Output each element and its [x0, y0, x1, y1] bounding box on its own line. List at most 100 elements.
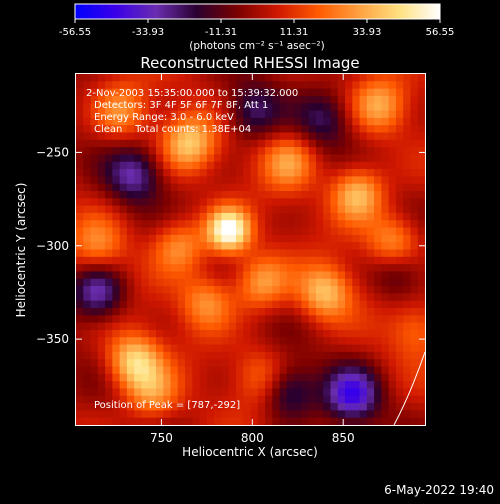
heatmap-cell — [199, 395, 208, 404]
heatmap-cell — [199, 227, 208, 236]
heatmap-cell — [105, 117, 113, 126]
heatmap-cell — [221, 300, 230, 309]
heatmap-cell — [279, 242, 288, 251]
heatmap-cell — [119, 395, 128, 404]
heatmap-image — [76, 74, 425, 425]
heatmap-cell — [155, 271, 164, 280]
heatmap-cell — [83, 417, 92, 425]
heatmap-cell — [323, 410, 332, 419]
heatmap-cell — [330, 366, 339, 375]
heatmap-cell — [250, 81, 259, 90]
heatmap-cell — [185, 344, 193, 353]
heatmap-cell — [206, 220, 215, 229]
heatmap-cell — [323, 366, 332, 375]
heatmap-cell — [112, 308, 121, 316]
heatmap-cell — [170, 154, 179, 163]
heatmap-cell — [119, 139, 128, 148]
heatmap-cell — [192, 308, 201, 316]
heatmap-cell — [294, 198, 302, 207]
heatmap-cell — [177, 110, 186, 119]
heatmap-cell — [199, 344, 208, 353]
heatmap-cell — [206, 117, 215, 126]
heatmap-cell — [235, 81, 244, 90]
heatmap-cell — [417, 395, 425, 404]
heatmap-cell — [366, 234, 375, 243]
heatmap-cell — [403, 300, 412, 309]
heatmap-cell — [126, 183, 135, 192]
heatmap-cell — [301, 417, 310, 425]
heatmap-cell — [105, 161, 113, 170]
heatmap-cell — [265, 191, 273, 199]
heatmap-cell — [315, 183, 324, 192]
heatmap-cell — [374, 132, 382, 141]
heatmap-cell — [272, 205, 281, 214]
heatmap-cell — [155, 88, 164, 97]
heatmap-cell — [352, 344, 361, 353]
heatmap-cell — [395, 264, 404, 273]
heatmap-cell — [228, 242, 237, 251]
heatmap-cell — [148, 337, 157, 346]
heatmap-cell — [352, 300, 361, 309]
heatmap-cell — [403, 293, 412, 302]
heatmap-cell — [83, 205, 92, 214]
heatmap-cell — [76, 329, 84, 338]
heatmap-cell — [279, 183, 288, 192]
heatmap-cell — [417, 315, 425, 324]
heatmap-cell — [163, 264, 172, 273]
heatmap-cell — [155, 198, 164, 207]
heatmap-cell — [381, 286, 390, 294]
heatmap-cell — [286, 220, 295, 229]
heatmap-cell — [345, 176, 353, 185]
heatmap-cell — [83, 110, 92, 119]
heatmap-cell — [192, 410, 201, 419]
heatmap-cell — [359, 227, 368, 236]
heatmap-cell — [294, 139, 302, 148]
heatmap-cell — [294, 176, 302, 185]
heatmap-cell — [272, 169, 281, 177]
heatmap-cell — [126, 220, 135, 229]
heatmap-cell — [155, 227, 164, 236]
heatmap-cell — [155, 132, 164, 141]
heatmap-cell — [395, 395, 404, 404]
heatmap-cell — [141, 417, 150, 425]
heatmap-cell — [250, 183, 259, 192]
heatmap-cell — [417, 264, 425, 273]
heatmap-cell — [228, 132, 237, 141]
heatmap-cell — [359, 183, 368, 192]
heatmap-cell — [119, 381, 128, 390]
heatmap-cell — [90, 88, 99, 97]
heatmap-cell — [330, 88, 339, 97]
heatmap-cell — [221, 286, 230, 294]
heatmap-cell — [97, 388, 106, 397]
heatmap-cell — [308, 103, 317, 112]
heatmap-cell — [83, 147, 92, 156]
heatmap-cell — [83, 337, 92, 346]
heatmap-cell — [315, 278, 324, 287]
heatmap-cell — [243, 169, 252, 177]
heatmap-cell — [294, 81, 302, 90]
heatmap-cell — [417, 410, 425, 419]
heatmap-cell — [126, 88, 135, 97]
heatmap-cell — [410, 308, 419, 316]
heatmap-cell — [119, 205, 128, 214]
heatmap-cell — [352, 139, 361, 148]
heatmap-cell — [206, 234, 215, 243]
heatmap-cell — [119, 344, 128, 353]
heatmap-cell — [170, 329, 179, 338]
heatmap-cell — [76, 286, 84, 294]
heatmap-cell — [345, 183, 353, 192]
heatmap-cell — [148, 161, 157, 170]
heatmap-cell — [76, 81, 84, 90]
heatmap-cell — [345, 117, 353, 126]
heatmap-cell — [148, 81, 157, 90]
heatmap-cell — [112, 344, 121, 353]
heatmap-cell — [185, 373, 193, 382]
heatmap-cell — [395, 366, 404, 375]
heatmap-cell — [170, 256, 179, 265]
heatmap-cell — [134, 344, 143, 353]
heatmap-cell — [155, 337, 164, 346]
heatmap-cell — [388, 147, 397, 156]
heatmap-cell — [243, 329, 252, 338]
heatmap-cell — [235, 205, 244, 214]
heatmap-cell — [250, 410, 259, 419]
